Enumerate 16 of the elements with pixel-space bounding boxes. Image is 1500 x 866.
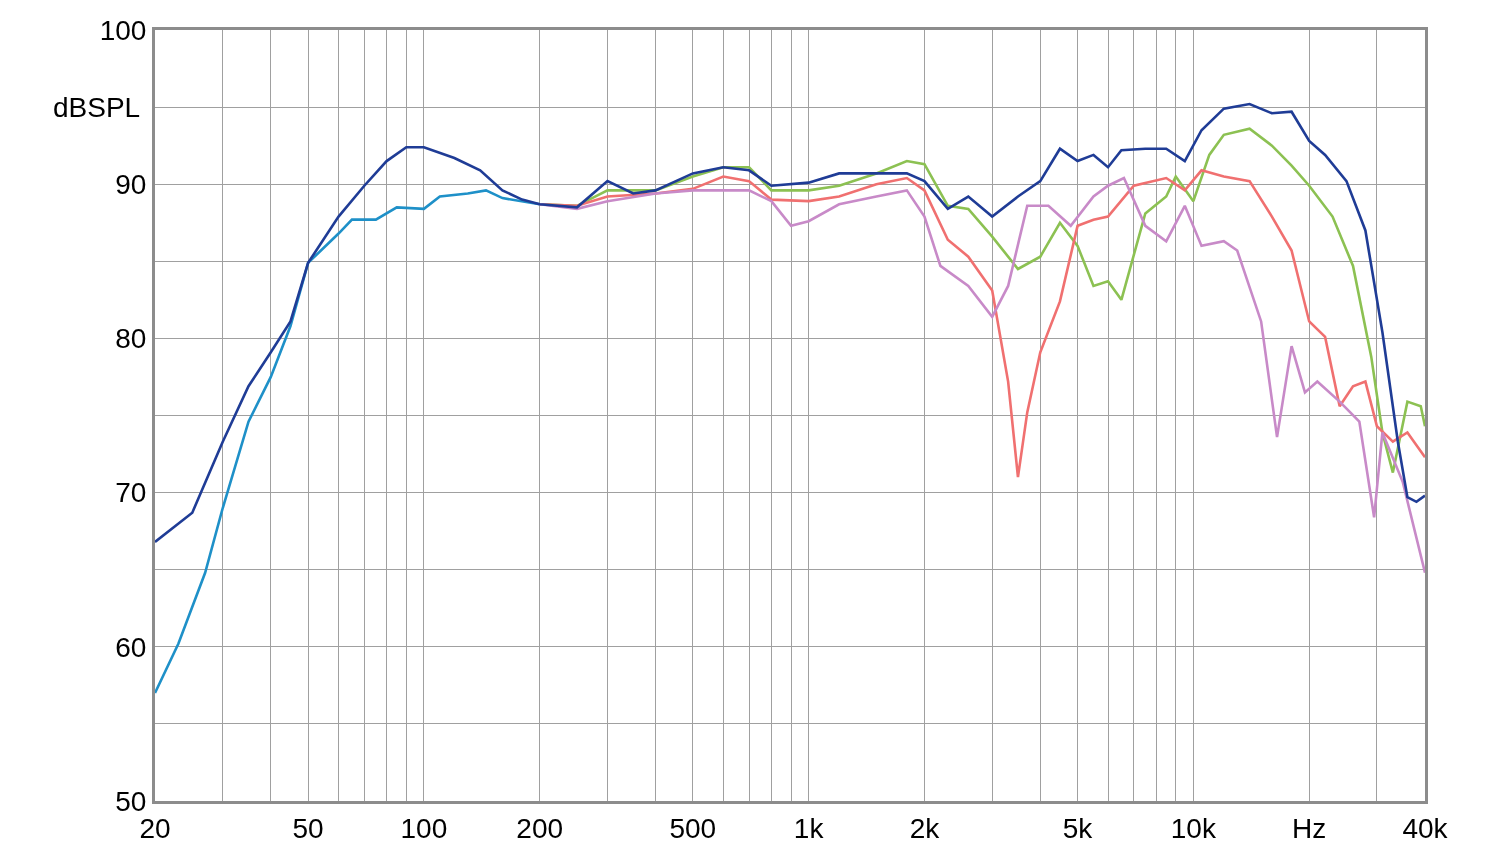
y-tick-label: 100 — [99, 14, 147, 46]
x-tick-label: 100 — [400, 812, 448, 844]
y-axis-title: dBSPL — [53, 92, 141, 123]
x-tick-label: 500 — [669, 812, 717, 844]
x-tick-label: 5k — [1062, 812, 1094, 844]
y-tick-label: 90 — [115, 169, 147, 200]
x-tick-label: Hz — [1292, 812, 1327, 844]
y-tick-label: 60 — [115, 631, 147, 663]
x-tick-label: 2k — [909, 812, 941, 844]
x-tick-label: 50 — [292, 812, 324, 844]
y-tick-label: 80 — [115, 323, 147, 355]
y-tick-label: 70 — [115, 477, 147, 509]
x-tick-label: 200 — [516, 812, 564, 844]
x-tick-label: 40k — [1402, 812, 1449, 844]
x-tick-label: 1k — [793, 812, 825, 844]
x-tick-label: 10k — [1170, 812, 1217, 844]
